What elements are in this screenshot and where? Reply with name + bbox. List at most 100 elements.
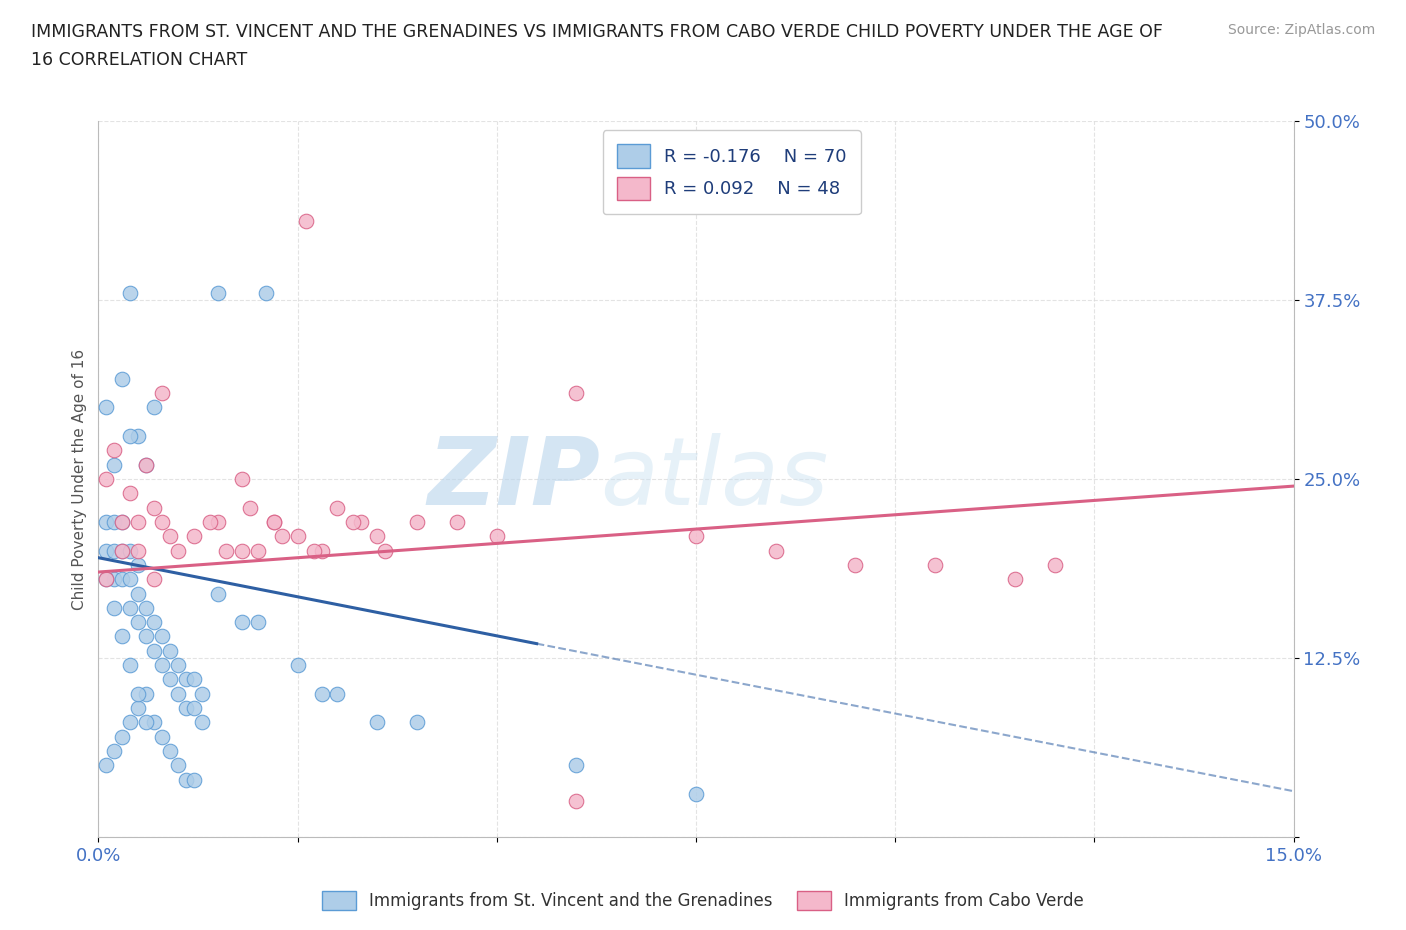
Point xyxy=(183,772,205,787)
Point xyxy=(143,400,166,415)
Point xyxy=(111,543,134,558)
Text: IMMIGRANTS FROM ST. VINCENT AND THE GRENADINES VS IMMIGRANTS FROM CABO VERDE CHI: IMMIGRANTS FROM ST. VINCENT AND THE GREN… xyxy=(31,23,1163,41)
Point xyxy=(111,572,134,587)
Point xyxy=(120,715,142,730)
Point xyxy=(120,601,142,616)
Point xyxy=(446,514,468,529)
Point xyxy=(174,772,197,787)
Point xyxy=(120,658,142,672)
Point xyxy=(96,472,118,486)
Point xyxy=(143,715,166,730)
Point xyxy=(111,629,134,644)
Text: ZIP: ZIP xyxy=(427,433,600,525)
Point xyxy=(406,514,429,529)
Point xyxy=(111,371,134,386)
Point xyxy=(167,758,190,773)
Point xyxy=(565,386,588,401)
Point xyxy=(143,572,166,587)
Point xyxy=(231,543,253,558)
Point xyxy=(159,744,181,759)
Point xyxy=(135,686,157,701)
Point xyxy=(311,686,333,701)
Point xyxy=(159,644,181,658)
Point xyxy=(127,429,149,444)
Point xyxy=(135,715,157,730)
Point xyxy=(263,514,285,529)
Point xyxy=(103,514,125,529)
Point xyxy=(311,543,333,558)
Point xyxy=(103,572,125,587)
Point xyxy=(127,514,149,529)
Point xyxy=(127,686,149,701)
Point xyxy=(103,458,125,472)
Point xyxy=(167,686,190,701)
Point xyxy=(120,286,142,300)
Point xyxy=(342,514,364,529)
Point xyxy=(254,286,277,300)
Point xyxy=(96,758,118,773)
Point xyxy=(374,543,396,558)
Point xyxy=(844,557,866,572)
Point xyxy=(183,529,205,544)
Point xyxy=(96,400,118,415)
Point xyxy=(207,586,229,601)
Point xyxy=(127,543,149,558)
Legend: Immigrants from St. Vincent and the Grenadines, Immigrants from Cabo Verde: Immigrants from St. Vincent and the Gren… xyxy=(315,884,1091,917)
Point xyxy=(366,529,388,544)
Point xyxy=(231,615,253,630)
Point xyxy=(270,529,292,544)
Point xyxy=(183,672,205,687)
Text: Source: ZipAtlas.com: Source: ZipAtlas.com xyxy=(1227,23,1375,37)
Point xyxy=(150,629,173,644)
Point xyxy=(103,543,125,558)
Point xyxy=(198,514,221,529)
Point xyxy=(111,514,134,529)
Point xyxy=(143,615,166,630)
Point xyxy=(191,715,214,730)
Point xyxy=(159,672,181,687)
Point xyxy=(174,672,197,687)
Point xyxy=(765,543,787,558)
Point xyxy=(150,514,173,529)
Point xyxy=(120,485,142,500)
Point xyxy=(96,572,118,587)
Point xyxy=(215,543,238,558)
Point xyxy=(302,543,325,558)
Point xyxy=(207,286,229,300)
Point xyxy=(127,700,149,715)
Point xyxy=(103,744,125,759)
Point xyxy=(159,529,181,544)
Y-axis label: Child Poverty Under the Age of 16: Child Poverty Under the Age of 16 xyxy=(72,349,87,609)
Point xyxy=(150,729,173,744)
Point xyxy=(174,700,197,715)
Point xyxy=(103,443,125,458)
Point xyxy=(239,500,262,515)
Point xyxy=(111,729,134,744)
Point xyxy=(103,601,125,616)
Point xyxy=(366,715,388,730)
Point xyxy=(120,543,142,558)
Point xyxy=(135,601,157,616)
Point xyxy=(183,700,205,715)
Point xyxy=(111,514,134,529)
Point xyxy=(207,514,229,529)
Point xyxy=(685,529,707,544)
Text: atlas: atlas xyxy=(600,433,828,525)
Point xyxy=(406,715,429,730)
Point xyxy=(96,514,118,529)
Point xyxy=(231,472,253,486)
Legend: R = -0.176    N = 70, R = 0.092    N = 48: R = -0.176 N = 70, R = 0.092 N = 48 xyxy=(603,130,860,214)
Point xyxy=(150,658,173,672)
Point xyxy=(485,529,508,544)
Point xyxy=(167,658,190,672)
Text: 16 CORRELATION CHART: 16 CORRELATION CHART xyxy=(31,51,247,69)
Point xyxy=(111,543,134,558)
Point xyxy=(326,500,349,515)
Point xyxy=(1004,572,1026,587)
Point xyxy=(350,514,373,529)
Point xyxy=(143,500,166,515)
Point xyxy=(565,794,588,809)
Point xyxy=(143,644,166,658)
Point xyxy=(246,615,269,630)
Point xyxy=(685,787,707,802)
